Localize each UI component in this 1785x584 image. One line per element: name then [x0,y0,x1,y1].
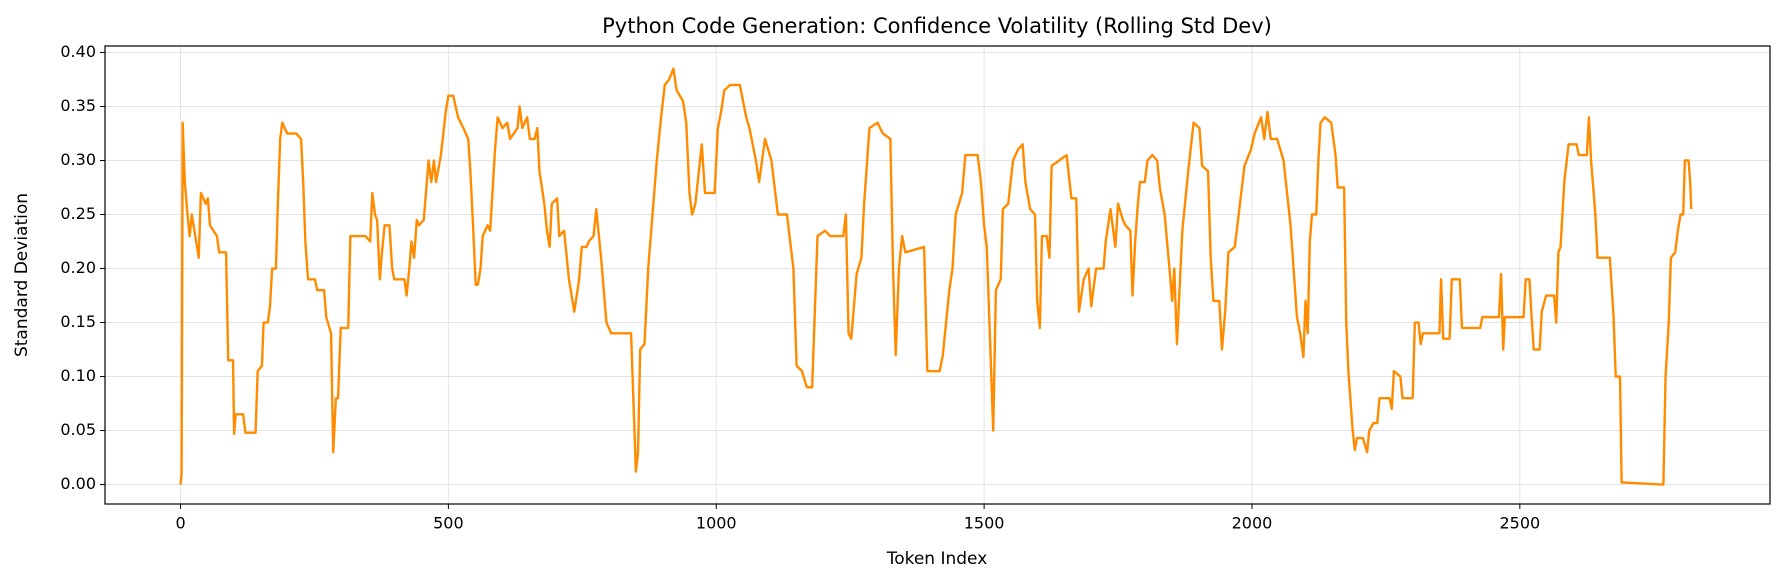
chart-title: Python Code Generation: Confidence Volat… [602,14,1272,38]
x-tick-label: 500 [433,514,464,533]
data-line [179,67,1693,486]
plot-frame [104,45,1771,505]
y-tick-label: 0.20 [60,258,96,277]
x-tick-label: 2000 [1232,514,1273,533]
y-tick-label: 0.35 [60,96,96,115]
x-axis-label: Token Index [886,549,988,569]
x-tick-label: 1000 [696,514,737,533]
y-tick-label: 0.15 [60,312,96,331]
x-tick-label: 0 [175,514,185,533]
y-tick-label: 0.10 [60,366,96,385]
y-tick-label: 0.05 [60,420,96,439]
y-tick-label: 0.25 [60,204,96,223]
y-tick-label: 0.40 [60,42,96,61]
y-tick-label: 0.00 [60,474,96,493]
x-tick-label: 1500 [964,514,1005,533]
y-tick-label: 0.30 [60,150,96,169]
y-axis-label: Standard Deviation [12,193,32,357]
x-tick-label: 2500 [1499,514,1540,533]
